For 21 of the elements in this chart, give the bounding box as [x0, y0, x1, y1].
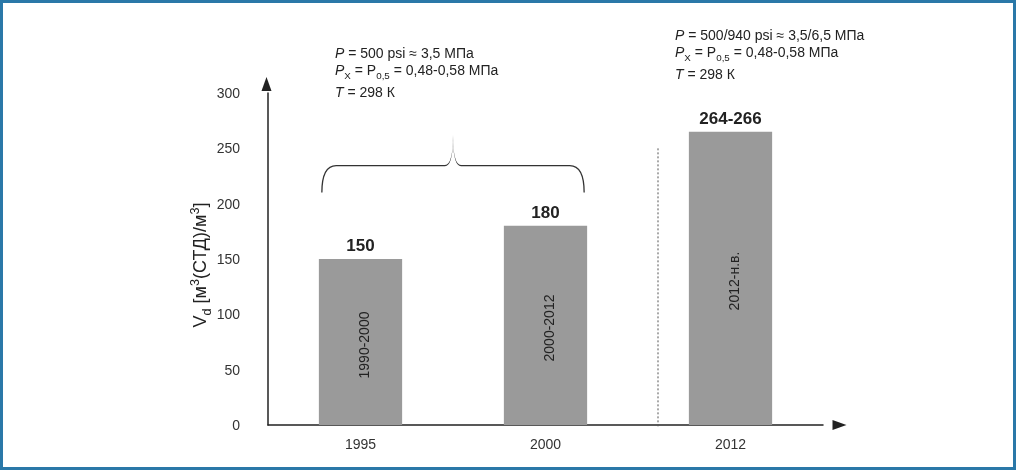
- annotation: 2000-2012: [540, 294, 557, 362]
- x-tick-label: 1995: [344, 436, 377, 452]
- y-tick-label: 200: [216, 195, 241, 212]
- y-tick-label: 150: [216, 251, 241, 267]
- x-tick-label: 2012: [714, 436, 747, 452]
- y-tick-label: 100: [216, 306, 241, 323]
- y-tick-label: 250: [216, 140, 241, 157]
- bar: [318, 259, 403, 425]
- data-label: 150: [346, 236, 375, 255]
- y-tick-label: 300: [216, 85, 241, 101]
- bar: [503, 225, 588, 425]
- y-tick-label: 0: [232, 417, 241, 433]
- text: P = 500 psi ≈ 3,5 МПа P$_{X}$ = P$_{0,5}$ = 0,48-0,58 МПа T = 298 К: [335, 45, 499, 100]
- annotation: 2012-н.в.: [725, 251, 742, 311]
- data-label: 180: [531, 202, 560, 222]
- text: P = 500/940 psi ≈ 3,5/6,5 МПа P$_{X}$ = P$_{0,5}$ = 0,48-0,58 МПа T = 298 К: [675, 27, 865, 82]
- bar: [688, 131, 773, 425]
- x-tick-label: 2000: [529, 436, 562, 452]
- annotation: 1990-2000: [355, 311, 372, 379]
- y-tick-label: 50: [224, 361, 241, 378]
- data-label: 264-266: [699, 108, 762, 128]
